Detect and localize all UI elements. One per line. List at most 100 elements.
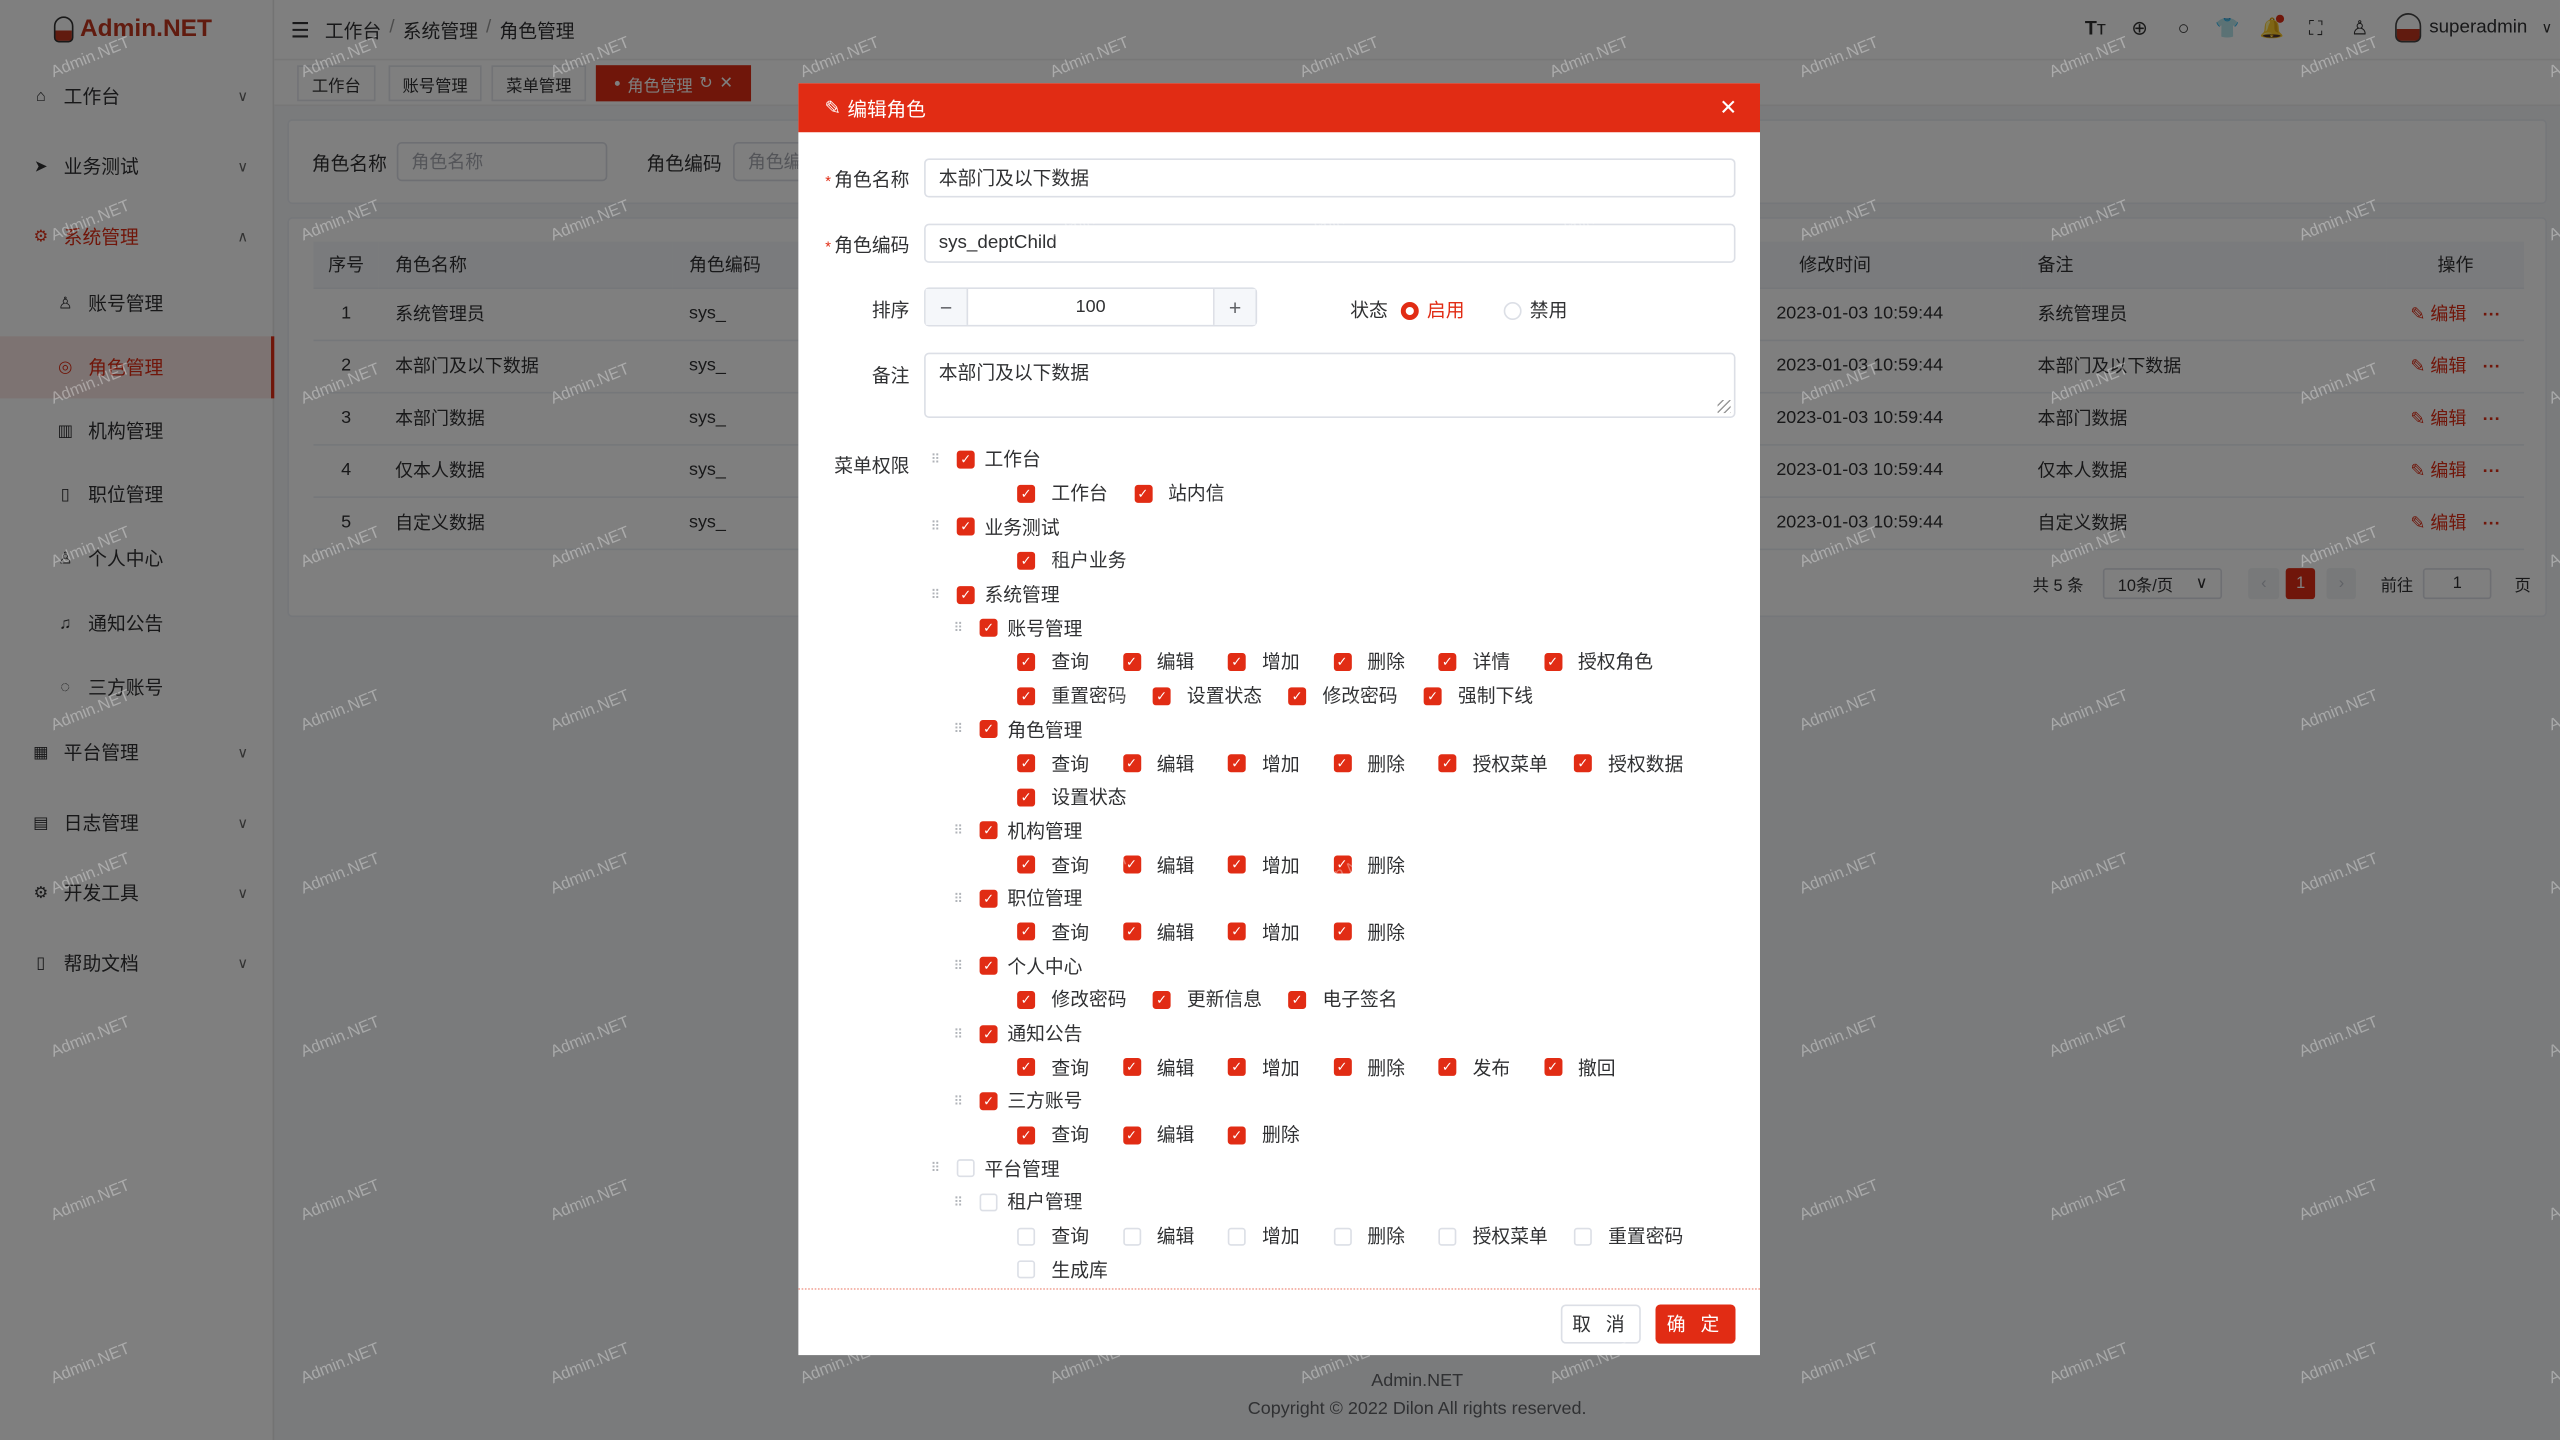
tree-leaf[interactable]: ✓ 增加 [1227,746,1333,780]
tree-leaf[interactable]: ✓ 增加 [1227,1050,1333,1084]
drag-handle-icon[interactable]: ⠿ [930,519,941,535]
checkbox[interactable]: ✓ [1122,855,1141,874]
checkbox[interactable]: ✓ [1122,754,1141,773]
checkbox[interactable]: ✓ [979,821,998,840]
tree-leaf[interactable]: 授权菜单 [1438,1219,1574,1253]
tree-leaf[interactable]: ✓ 删除 [1333,848,1438,882]
checkbox[interactable]: ✓ [1543,1058,1562,1077]
tree-leaf[interactable]: ✓ 撤回 [1543,1050,1649,1084]
tree-leaf[interactable]: ✓ 设置状态 [1017,780,1153,814]
tree-leaf[interactable]: 生成库 [1017,1253,1134,1287]
checkbox[interactable]: ✓ [1227,1058,1246,1077]
drag-handle-icon[interactable]: ⠿ [953,891,963,906]
drag-handle-icon[interactable]: ⠿ [953,1093,963,1109]
tree-node[interactable]: ⠿ ✓ 工作台 [931,442,1747,476]
checkbox[interactable]: ✓ [979,889,998,908]
checkbox[interactable]: ✓ [1333,923,1352,942]
tree-leaf[interactable]: ✓ 编辑 [1122,1118,1227,1152]
checkbox[interactable]: ✓ [1122,1125,1141,1144]
tree-leaf[interactable]: ✓ 查询 [1017,915,1122,949]
cancel-button[interactable]: 取 消 [1560,1304,1641,1344]
tree-node[interactable]: ⠿ 租户管理 [931,1186,1747,1220]
checkbox[interactable]: ✓ [956,450,975,469]
tree-node[interactable]: ⠿ 平台管理 [931,1152,1747,1186]
tree-node[interactable]: ⠿ ✓ 系统管理 [931,578,1747,612]
checkbox[interactable] [956,1159,975,1178]
checkbox[interactable]: ✓ [1017,484,1036,503]
tree-node[interactable]: ⠿ ✓ 账号管理 [931,611,1747,645]
checkbox[interactable]: ✓ [1017,1125,1036,1144]
close-icon[interactable]: ✕ [1719,94,1738,120]
checkbox[interactable]: ✓ [1333,754,1352,773]
tree-leaf[interactable]: 重置密码 [1573,1219,1710,1253]
checkbox[interactable]: ✓ [1438,754,1457,773]
checkbox[interactable]: ✓ [1152,990,1171,1009]
tree-node[interactable]: ⠿ ✓ 通知公告 [931,1017,1747,1051]
tree-node[interactable]: ⠿ ✓ 三方账号 [931,1084,1747,1118]
checkbox[interactable]: ✓ [1017,855,1036,874]
drag-handle-icon[interactable]: ⠿ [953,1026,963,1041]
decrement-button[interactable]: − [925,288,967,325]
tree-leaf[interactable]: ✓ 查询 [1017,746,1122,780]
tree-leaf[interactable]: ✓ 强制下线 [1423,679,1560,713]
drag-handle-icon[interactable]: ⠿ [953,958,963,974]
checkbox[interactable]: ✓ [1017,551,1036,570]
role-name-input[interactable]: 本部门及以下数据 [924,158,1736,198]
checkbox[interactable]: ✓ [1423,686,1442,705]
checkbox[interactable]: ✓ [1017,990,1036,1009]
tree-leaf[interactable]: ✓ 更新信息 [1152,983,1289,1017]
increment-button[interactable]: + [1214,288,1256,325]
tree-leaf[interactable]: ✓ 删除 [1227,1118,1333,1152]
checkbox[interactable]: ✓ [1543,653,1562,671]
checkbox[interactable] [1438,1227,1457,1246]
tree-leaf[interactable]: ✓ 删除 [1333,915,1438,949]
tree-leaf[interactable]: ✓ 修改密码 [1288,679,1424,713]
checkbox[interactable]: ✓ [1017,923,1036,942]
checkbox[interactable]: ✓ [1017,686,1036,705]
tree-leaf[interactable]: ✓ 工作台 [1017,476,1134,510]
tree-leaf[interactable]: ✓ 删除 [1333,1050,1438,1084]
checkbox[interactable]: ✓ [1573,754,1592,773]
tree-leaf[interactable]: 编辑 [1122,1219,1227,1253]
checkbox[interactable]: ✓ [1017,1058,1036,1077]
checkbox[interactable]: ✓ [979,956,998,975]
checkbox[interactable]: ✓ [979,1024,998,1043]
tree-leaf[interactable]: ✓ 增加 [1227,645,1333,679]
resize-handle-icon[interactable] [1717,399,1731,414]
drag-handle-icon[interactable]: ⠿ [930,587,941,602]
tree-node[interactable]: ⠿ ✓ 机构管理 [931,814,1747,848]
checkbox[interactable]: ✓ [1227,754,1246,773]
drag-handle-icon[interactable]: ⠿ [953,1195,963,1210]
tree-leaf[interactable]: ✓ 删除 [1333,645,1438,679]
checkbox[interactable]: ✓ [1288,686,1307,705]
checkbox[interactable]: ✓ [1333,855,1352,874]
order-input[interactable]: 100 [966,288,1215,325]
checkbox[interactable]: ✓ [1227,1125,1246,1144]
checkbox[interactable]: ✓ [979,720,998,739]
checkbox[interactable] [1333,1227,1352,1246]
tree-leaf[interactable]: ✓ 修改密码 [1017,983,1153,1017]
checkbox[interactable] [1573,1227,1592,1246]
checkbox[interactable]: ✓ [1122,923,1141,942]
tree-leaf[interactable]: ✓ 编辑 [1122,746,1227,780]
tree-leaf[interactable]: 删除 [1333,1219,1438,1253]
tree-leaf[interactable]: ✓ 发布 [1438,1050,1543,1084]
tree-node[interactable]: ⠿ ✓ 个人中心 [931,949,1747,983]
tree-leaf[interactable]: 增加 [1227,1219,1333,1253]
tree-leaf[interactable]: ✓ 站内信 [1133,476,1251,510]
drag-handle-icon[interactable]: ⠿ [930,1161,941,1176]
checkbox[interactable]: ✓ [1017,754,1036,773]
status-radio-disabled[interactable]: 禁用 [1503,297,1567,323]
status-radio-enabled[interactable]: 启用 [1400,297,1464,323]
tree-leaf[interactable]: ✓ 电子签名 [1288,983,1424,1017]
tree-leaf[interactable]: ✓ 查询 [1017,848,1122,882]
checkbox[interactable]: ✓ [1017,653,1036,671]
tree-leaf[interactable]: ✓ 编辑 [1122,848,1227,882]
checkbox[interactable]: ✓ [1122,1058,1141,1077]
checkbox[interactable]: ✓ [956,517,975,536]
checkbox[interactable]: ✓ [1227,653,1246,671]
checkbox[interactable]: ✓ [1333,1058,1352,1077]
checkbox[interactable]: ✓ [956,585,975,604]
tree-leaf[interactable]: ✓ 删除 [1333,746,1438,780]
tree-leaf[interactable]: ✓ 增加 [1227,848,1333,882]
